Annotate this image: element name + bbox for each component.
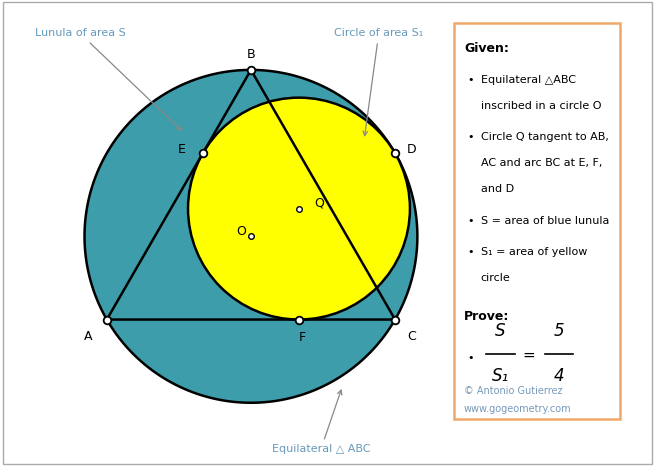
Text: and D: and D — [481, 184, 514, 194]
Text: Given:: Given: — [464, 41, 509, 55]
Text: S: S — [495, 322, 506, 340]
Text: Equilateral △ ABC: Equilateral △ ABC — [272, 390, 370, 454]
Text: =: = — [523, 348, 535, 363]
Text: C: C — [407, 329, 416, 343]
Polygon shape — [84, 70, 417, 403]
Text: Lunula of area S: Lunula of area S — [35, 28, 181, 130]
Text: Circle Q tangent to AB,: Circle Q tangent to AB, — [481, 132, 608, 142]
Text: www.gogeometry.com: www.gogeometry.com — [464, 404, 572, 414]
Text: AC and arc BC at E, F,: AC and arc BC at E, F, — [481, 158, 602, 168]
Text: inscribed in a circle O: inscribed in a circle O — [481, 101, 601, 111]
Text: E: E — [178, 143, 185, 156]
Circle shape — [188, 98, 410, 320]
Text: •: • — [467, 247, 474, 257]
Text: •: • — [467, 353, 474, 363]
FancyBboxPatch shape — [454, 23, 620, 419]
Text: Q: Q — [314, 197, 324, 210]
Text: •: • — [467, 75, 474, 85]
Text: S = area of blue lunula: S = area of blue lunula — [481, 215, 609, 226]
Text: A: A — [84, 329, 93, 343]
Text: © Antonio Gutierrez: © Antonio Gutierrez — [464, 386, 563, 396]
Text: •: • — [467, 215, 474, 226]
Text: Circle of area S₁: Circle of area S₁ — [334, 28, 423, 136]
Text: •: • — [467, 132, 474, 142]
Text: 5: 5 — [553, 322, 564, 340]
Text: 4: 4 — [553, 367, 564, 385]
Text: S₁ = area of yellow: S₁ = area of yellow — [481, 247, 587, 257]
Text: S₁: S₁ — [492, 367, 509, 385]
Text: Prove:: Prove: — [464, 309, 510, 322]
Text: B: B — [247, 48, 255, 62]
Text: circle: circle — [481, 273, 510, 283]
Text: O: O — [236, 225, 246, 238]
Text: D: D — [407, 143, 417, 156]
Text: F: F — [299, 331, 306, 344]
Text: Equilateral △ABC: Equilateral △ABC — [481, 75, 576, 85]
